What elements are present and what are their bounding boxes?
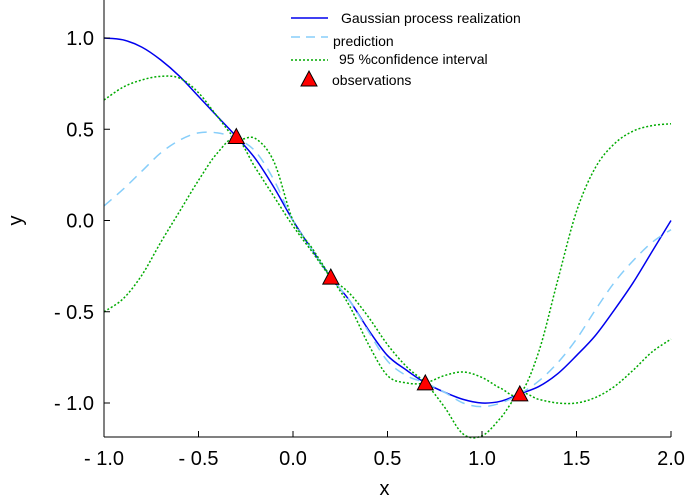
x-axis-label: x	[380, 478, 390, 500]
plot-markers	[227, 127, 529, 402]
y-tick-label: 0.5	[66, 119, 94, 141]
gp-realization-line	[103, 37, 672, 404]
legend-label-prediction: prediction	[333, 33, 394, 49]
y-tick-label: - 1.0	[54, 393, 94, 415]
x-ticks: - 1.0 - 0.5 0.0 0.5 1.0 1.5 2.0	[84, 431, 685, 470]
observation-marker	[510, 384, 529, 402]
confidence-upper-line	[103, 75, 672, 397]
x-tick-label: 1.0	[468, 448, 496, 470]
x-tick-label: 0.0	[279, 448, 307, 470]
legend-label-observations: observations	[332, 72, 411, 88]
observation-marker	[321, 268, 340, 285]
legend: Gaussian process realization prediction …	[291, 10, 521, 88]
y-axis-label: y	[5, 216, 27, 226]
y-ticks: 1.0 0.5 0.0 - 0.5 - 1.0	[54, 28, 110, 415]
x-tick-label: - 0.5	[178, 448, 218, 470]
x-tick-label: 1.5	[563, 448, 591, 470]
confidence-lower-line	[103, 137, 672, 439]
legend-label-confidence: 95 %confidence interval	[339, 51, 488, 67]
y-tick-label: 1.0	[66, 28, 94, 50]
legend-swatch-observations	[300, 69, 318, 87]
x-tick-label: - 1.0	[84, 448, 124, 470]
prediction-line	[103, 131, 672, 408]
y-tick-label: 0.0	[66, 211, 94, 233]
x-tick-label: 0.5	[374, 448, 402, 470]
x-tick-label: 2.0	[657, 448, 685, 470]
legend-label-realization: Gaussian process realization	[341, 10, 521, 26]
observation-marker	[416, 373, 435, 391]
plot-lines	[103, 37, 672, 439]
y-tick-label: - 0.5	[54, 302, 94, 324]
observation-marker	[227, 127, 246, 145]
